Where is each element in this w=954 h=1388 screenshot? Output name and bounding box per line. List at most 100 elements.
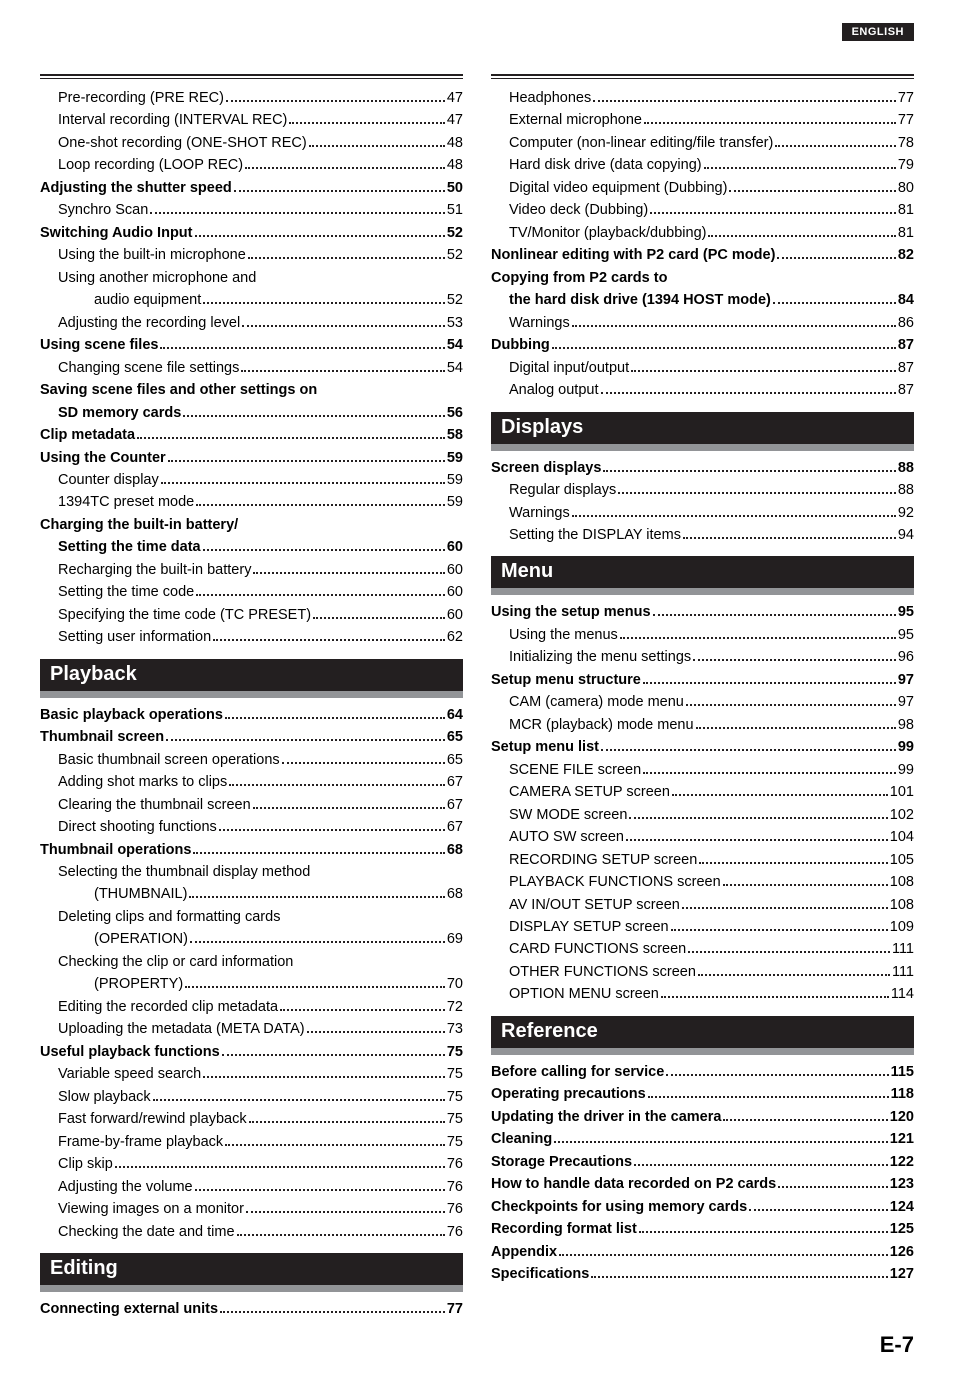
- toc-label: Setup menu structure: [491, 669, 641, 691]
- toc-page: 58: [447, 424, 463, 446]
- toc-leader-dots: [253, 807, 445, 809]
- toc-leader-dots: [688, 951, 890, 953]
- toc-entry: How to handle data recorded on P2 cards1…: [491, 1173, 914, 1195]
- toc-page: 120: [890, 1106, 914, 1128]
- toc-entry: Direct shooting functions67: [40, 816, 463, 838]
- toc-leader-dots: [634, 1164, 888, 1166]
- toc-page: 77: [898, 87, 914, 109]
- toc-entry: Loop recording (LOOP REC)48: [40, 154, 463, 176]
- toc-label: Computer (non-linear editing/file transf…: [509, 132, 773, 154]
- toc-page: 99: [898, 759, 914, 781]
- toc-label: Fast forward/rewind playback: [58, 1108, 247, 1130]
- toc-leader-dots: [729, 190, 895, 192]
- toc-entry: Video deck (Dubbing)81: [491, 199, 914, 221]
- toc-leader-dots: [196, 504, 445, 506]
- toc-label: Appendix: [491, 1241, 557, 1263]
- toc-entry: OPTION MENU screen114: [491, 983, 914, 1005]
- toc-page: 98: [898, 714, 914, 736]
- toc-label: Slow playback: [58, 1086, 151, 1108]
- toc-label: Checking the date and time: [58, 1221, 235, 1243]
- toc-entry: AUTO SW screen104: [491, 826, 914, 848]
- toc-leader-dots: [671, 929, 888, 931]
- toc-page: 77: [447, 1298, 463, 1320]
- toc-page: 72: [447, 996, 463, 1018]
- toc-page: 126: [890, 1241, 914, 1263]
- toc-leader-dots: [773, 302, 896, 304]
- toc-label: Digital video equipment (Dubbing): [509, 177, 727, 199]
- toc-leader-dots: [603, 470, 895, 472]
- toc-label: AUTO SW screen: [509, 826, 624, 848]
- toc-page: 51: [447, 199, 463, 221]
- toc-label: CARD FUNCTIONS screen: [509, 938, 686, 960]
- toc-entry: External microphone77: [491, 109, 914, 131]
- toc-page: 99: [898, 736, 914, 758]
- toc-label: Changing scene file settings: [58, 357, 239, 379]
- toc-page: 76: [447, 1198, 463, 1220]
- toc-label: Thumbnail screen: [40, 726, 164, 748]
- toc-entry: Setup menu list99: [491, 736, 914, 758]
- toc-entry: Switching Audio Input 52: [40, 222, 463, 244]
- toc-entry-continued: Charging the built-in battery/: [40, 514, 463, 536]
- toc-label: Useful playback functions: [40, 1041, 220, 1063]
- toc-entry: PLAYBACK FUNCTIONS screen108: [491, 871, 914, 893]
- toc-page: 48: [447, 154, 463, 176]
- toc-entry: Computer (non-linear editing/file transf…: [491, 132, 914, 154]
- toc-leader-dots: [234, 190, 445, 192]
- toc-page: 97: [898, 691, 914, 713]
- page-number: E-7: [40, 1320, 914, 1358]
- toc-entry: Specifications127: [491, 1263, 914, 1285]
- toc-page: 67: [447, 771, 463, 793]
- toc-entry: Using the menus95: [491, 624, 914, 646]
- toc-entry: Updating the driver in the camera 120: [491, 1106, 914, 1128]
- toc-entry: Screen displays88: [491, 457, 914, 479]
- toc-label: Saving scene files and other settings on: [40, 379, 317, 401]
- toc-entry: Clip metadata58: [40, 424, 463, 446]
- toc-leader-dots: [683, 537, 896, 539]
- toc-label: Regular displays: [509, 479, 616, 501]
- toc-entry-continued: Checking the clip or card information: [40, 951, 463, 973]
- toc-entry: Clip skip76: [40, 1153, 463, 1175]
- toc-leader-dots: [195, 235, 445, 237]
- toc-label: Specifying the time code (TC PRESET): [58, 604, 311, 626]
- toc-leader-dots: [552, 347, 896, 349]
- toc-page: 52: [447, 222, 463, 244]
- toc-label: audio equipment: [94, 289, 201, 311]
- toc-label: Direct shooting functions: [58, 816, 217, 838]
- toc-label: SD memory cards: [58, 402, 181, 424]
- toc-entry: (OPERATION)69: [40, 928, 463, 950]
- section-header: Displays: [491, 412, 914, 451]
- toc-page: 108: [890, 894, 914, 916]
- toc-leader-dots: [229, 784, 445, 786]
- toc-entry: Adjusting the shutter speed50: [40, 177, 463, 199]
- toc-leader-dots: [698, 974, 890, 976]
- toc-label: Dubbing: [491, 334, 550, 356]
- toc-entry: MCR (playback) mode menu98: [491, 714, 914, 736]
- toc-entry: Basic thumbnail screen operations65: [40, 749, 463, 771]
- toc-label: Recording format list: [491, 1218, 637, 1240]
- toc-label: Frame-by-frame playback: [58, 1131, 223, 1153]
- toc-entry: Nonlinear editing with P2 card (PC mode)…: [491, 244, 914, 266]
- toc-page: 60: [447, 536, 463, 558]
- toc-label: Connecting external units: [40, 1298, 218, 1320]
- toc-label: Setting the time data: [58, 536, 201, 558]
- toc-leader-dots: [650, 212, 896, 214]
- toc-page: 97: [898, 669, 914, 691]
- toc-entry: Checkpoints for using memory cards124: [491, 1196, 914, 1218]
- toc-page: 96: [898, 646, 914, 668]
- toc-label: Updating the driver in the camera: [491, 1106, 721, 1128]
- toc-entry: Interval recording (INTERVAL REC)47: [40, 109, 463, 131]
- toc-entry-continued: Using another microphone and: [40, 267, 463, 289]
- toc-leader-dots: [222, 1054, 445, 1056]
- toc-page: 109: [890, 916, 914, 938]
- toc-entry: TV/Monitor (playback/dubbing)81: [491, 222, 914, 244]
- toc-label: Using another microphone and: [58, 267, 256, 289]
- toc-leader-dots: [242, 325, 445, 327]
- toc-label: Switching Audio Input: [40, 222, 193, 244]
- toc-leader-dots: [693, 659, 896, 661]
- toc-leader-dots: [777, 257, 895, 259]
- toc-page: 77: [898, 109, 914, 131]
- toc-leader-dots: [749, 1209, 888, 1211]
- toc-leader-dots: [115, 1166, 445, 1168]
- toc-leader-dots: [203, 549, 445, 551]
- toc-leader-dots: [249, 1121, 445, 1123]
